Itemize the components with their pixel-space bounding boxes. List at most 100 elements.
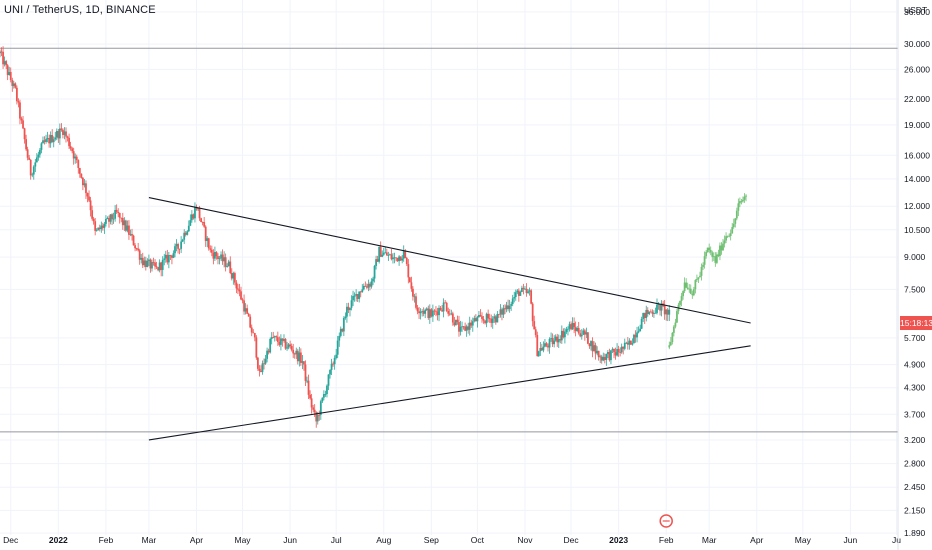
- candle-body: [605, 354, 608, 360]
- candle-body: [207, 238, 210, 249]
- candle-body: [392, 257, 394, 260]
- candle-body: [648, 311, 651, 314]
- candle-body: [214, 252, 216, 259]
- candle-body: [309, 394, 311, 399]
- candle-body: [660, 303, 663, 311]
- candle-body: [240, 291, 242, 300]
- candle-body: [487, 313, 490, 319]
- candle-body: [668, 309, 671, 315]
- projection-candle-body: [680, 296, 683, 302]
- candle-body: [69, 146, 72, 149]
- candle-body: [339, 328, 342, 336]
- candle-body: [221, 254, 224, 262]
- candle-body: [177, 244, 179, 249]
- candle-body: [58, 128, 61, 139]
- candle-body: [117, 211, 120, 214]
- candle-body: [521, 287, 523, 292]
- candle-body: [582, 330, 585, 335]
- candle-body: [600, 356, 603, 361]
- projection-candle-body: [734, 218, 737, 224]
- candle-body: [438, 307, 440, 316]
- candle-body: [212, 252, 215, 259]
- candle-body: [577, 327, 580, 334]
- candle-body: [453, 322, 456, 326]
- candle-body: [398, 256, 401, 262]
- candle-body: [428, 309, 431, 318]
- candle-body: [55, 131, 58, 138]
- candle-body: [517, 290, 520, 296]
- projection-candle-body: [714, 256, 717, 263]
- candle-body: [474, 318, 477, 322]
- candle-body: [169, 255, 172, 256]
- candle-body: [436, 311, 439, 316]
- projection-candle-body: [728, 235, 731, 237]
- candle-body: [421, 311, 424, 312]
- candle-body: [559, 339, 562, 341]
- candle-body: [505, 305, 508, 310]
- candle-body: [563, 331, 566, 338]
- candle-body: [35, 157, 38, 163]
- candle-body: [75, 156, 78, 161]
- x-tick-label: Nov: [517, 535, 533, 545]
- candle-body: [372, 278, 374, 282]
- candle-body: [52, 139, 55, 143]
- candle-body: [43, 140, 46, 142]
- x-tick-label: Dec: [3, 535, 19, 545]
- candle-body: [665, 309, 668, 315]
- y-tick-label: 9.000: [904, 252, 926, 262]
- candle-body: [473, 318, 476, 322]
- candle-body: [404, 250, 407, 258]
- candle-body: [66, 136, 69, 138]
- candle-body: [342, 318, 345, 332]
- candle-body: [639, 328, 642, 332]
- candle-body: [365, 286, 368, 288]
- candle-body: [223, 257, 226, 262]
- candle-body: [496, 313, 499, 323]
- candle-body: [89, 200, 92, 211]
- projection-candle-body: [691, 293, 694, 296]
- x-tick-label: Mar: [702, 535, 717, 545]
- candle-body: [346, 306, 348, 317]
- candle-body: [511, 298, 514, 305]
- candle-body: [536, 334, 539, 357]
- candle-body: [530, 290, 533, 304]
- candle-body: [321, 397, 324, 402]
- candle-body: [312, 407, 315, 410]
- symbol-title: UNI / TetherUS, 1D, BINANCE: [4, 4, 156, 16]
- candle-body: [384, 252, 387, 254]
- candle-body: [550, 338, 552, 340]
- candle-body: [5, 61, 8, 66]
- candle-body: [613, 348, 615, 353]
- projection-candle-body: [732, 223, 735, 228]
- candle-body: [246, 308, 249, 314]
- candle-body: [448, 313, 451, 315]
- candle-body: [458, 322, 460, 332]
- y-tick-label: 26.000: [904, 64, 930, 74]
- candle-body: [29, 159, 32, 176]
- projection-candle-body: [686, 287, 689, 289]
- candle-body: [310, 398, 313, 408]
- x-tick-label: May: [235, 535, 252, 545]
- candle-body: [528, 290, 531, 292]
- candle-body: [544, 343, 546, 347]
- candle-body: [335, 354, 338, 358]
- candle-body: [491, 318, 494, 323]
- candle-body: [260, 370, 262, 372]
- candle-body: [481, 316, 483, 319]
- candle-body: [48, 138, 51, 144]
- y-tick-label: 4.900: [904, 360, 926, 370]
- projection-candle-body: [702, 264, 704, 267]
- projection-candle-body: [674, 322, 677, 327]
- candle-body: [579, 333, 582, 337]
- candle-body: [258, 368, 261, 371]
- candle-body: [553, 340, 556, 345]
- candle-body: [164, 254, 167, 259]
- candle-body: [17, 101, 20, 103]
- candle-body: [220, 254, 222, 259]
- candle-body: [468, 322, 471, 330]
- candle-body: [166, 254, 169, 263]
- candle-body: [573, 323, 576, 328]
- candle-body: [507, 305, 509, 310]
